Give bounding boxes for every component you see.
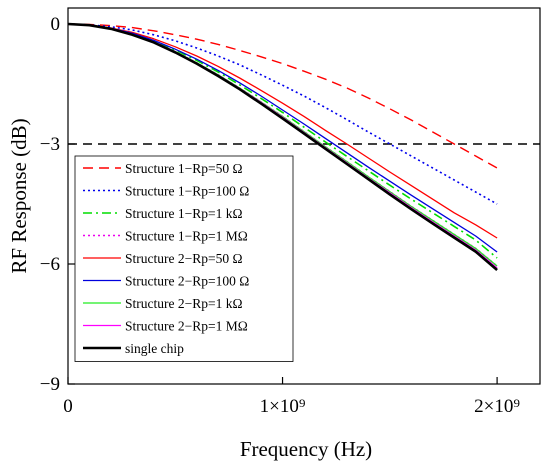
x-tick-label-0: 0 — [63, 396, 73, 417]
legend-label-7: Structure 2−Rp=1 kΩ — [125, 296, 243, 311]
legend-label-1: Structure 1−Rp=50 Ω — [125, 161, 243, 176]
series-line-2 — [67, 23, 498, 205]
x-tick-label-2: 2×10⁹ — [474, 396, 520, 417]
axis-ticks: 0 1×10⁹ 2×10⁹ 0 −3 −6 −9 — [40, 14, 521, 417]
series-line-6 — [67, 23, 498, 253]
legend-label-4: Structure 1−Rp=1 MΩ — [125, 229, 248, 244]
legend-label-3: Structure 1−Rp=1 kΩ — [125, 206, 243, 221]
series-line-1 — [67, 23, 498, 169]
legend-label-2: Structure 1−Rp=100 Ω — [125, 184, 249, 199]
legend-box — [74, 155, 294, 362]
x-tick-label-1: 1×10⁹ — [260, 396, 306, 417]
legend-label-5: Structure 2−Rp=50 Ω — [125, 251, 243, 266]
y-tick-label-2: −6 — [40, 254, 60, 275]
y-axis-label: RF Response (dB) — [7, 118, 31, 273]
series-line-9 — [67, 22, 498, 271]
x-axis-label: Frequency (Hz) — [240, 437, 372, 461]
legend-label-6: Structure 2−Rp=100 Ω — [125, 274, 249, 289]
legend: Structure 1−Rp=50 Ω Structure 1−Rp=100 Ω S… — [74, 155, 294, 362]
series-line-5 — [67, 23, 498, 239]
y-tick-label-0: 0 — [51, 14, 61, 35]
series-lines — [67, 22, 498, 271]
legend-label-9: single chip — [125, 341, 184, 356]
series-line-3 — [67, 23, 498, 259]
plot-frame — [67, 7, 541, 385]
y-tick-label-1: −3 — [40, 134, 60, 155]
y-tick-label-3: −9 — [40, 374, 60, 395]
legend-label-8: Structure 2−Rp=1 MΩ — [125, 319, 248, 334]
